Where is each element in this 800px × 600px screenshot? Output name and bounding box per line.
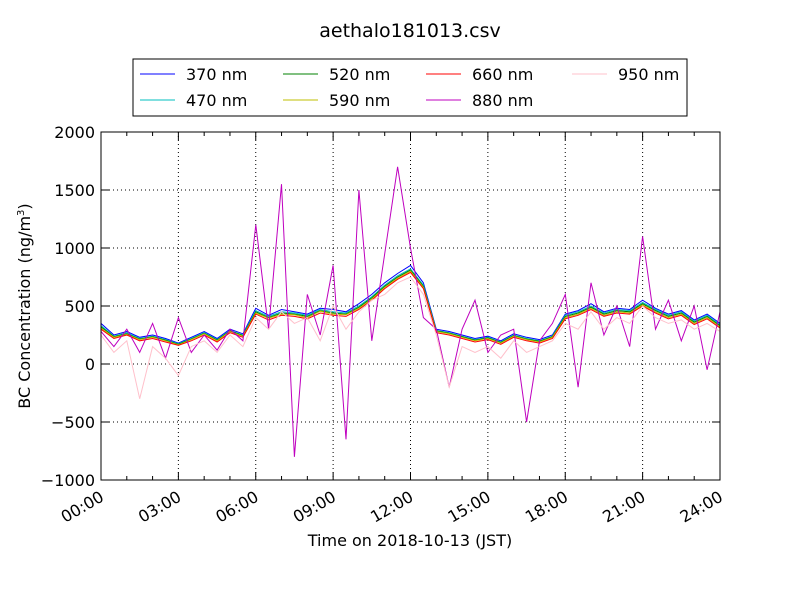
chart-title: aethalo181013.csv (319, 20, 501, 42)
y-tick-label: 0 (85, 355, 95, 374)
legend-label: 880 nm (472, 91, 533, 110)
legend-frame (132, 58, 688, 117)
y-tick-label: −1000 (41, 471, 95, 490)
legend-label: 660 nm (472, 65, 533, 84)
x-tick-label: 18:00 (522, 487, 571, 527)
x-axis-label: Time on 2018-10-13 (JST) (307, 531, 512, 550)
series-group (101, 166, 720, 457)
y-tick-label: 2000 (54, 123, 95, 142)
x-tick-label: 06:00 (212, 487, 261, 527)
series-line-470-nm (101, 268, 720, 345)
y-axis-label-main: BC Concentration (ng/m (15, 216, 34, 409)
series-line-590-nm (101, 270, 720, 346)
y-axis-label: BC Concentration (ng/m3) (15, 203, 34, 408)
legend-label: 590 nm (329, 91, 390, 110)
y-tick-label: −500 (51, 413, 95, 432)
y-tick-label: 500 (64, 297, 95, 316)
x-tick-label: 09:00 (290, 487, 339, 527)
x-tick-label: 24:00 (677, 487, 726, 527)
x-axis: 00:00 03:00 06:00 09:00 12:00 15:00 18:00 21:00… (58, 132, 726, 527)
y-tick-label: 1500 (54, 181, 95, 200)
legend-label: 950 nm (618, 65, 679, 84)
x-tick-label: 03:00 (135, 487, 184, 527)
legend-label: 370 nm (186, 65, 247, 84)
series-line-520-nm (101, 269, 720, 345)
series-line-370-nm (101, 264, 720, 344)
x-tick-label: 15:00 (444, 487, 493, 527)
legend-label: 520 nm (329, 65, 390, 84)
x-tick-label: 12:00 (367, 487, 416, 527)
y-axis-label-end: ) (15, 203, 34, 209)
series-line-880-nm (101, 166, 720, 457)
x-tick-label: 00:00 (58, 487, 107, 527)
series-line-950-nm (101, 276, 720, 399)
y-axis-label-sup: 3 (16, 210, 27, 216)
y-axis: −1000 −500 0 500 1000 1500 2000 (41, 123, 720, 490)
grid (101, 132, 720, 480)
y-tick-label: 1000 (54, 239, 95, 258)
legend: 370 nm 470 nm 520 nm 590 nm 660 nm 880 nm 950 … (132, 58, 688, 117)
legend-label: 470 nm (186, 91, 247, 110)
x-tick-label: 21:00 (599, 487, 648, 527)
